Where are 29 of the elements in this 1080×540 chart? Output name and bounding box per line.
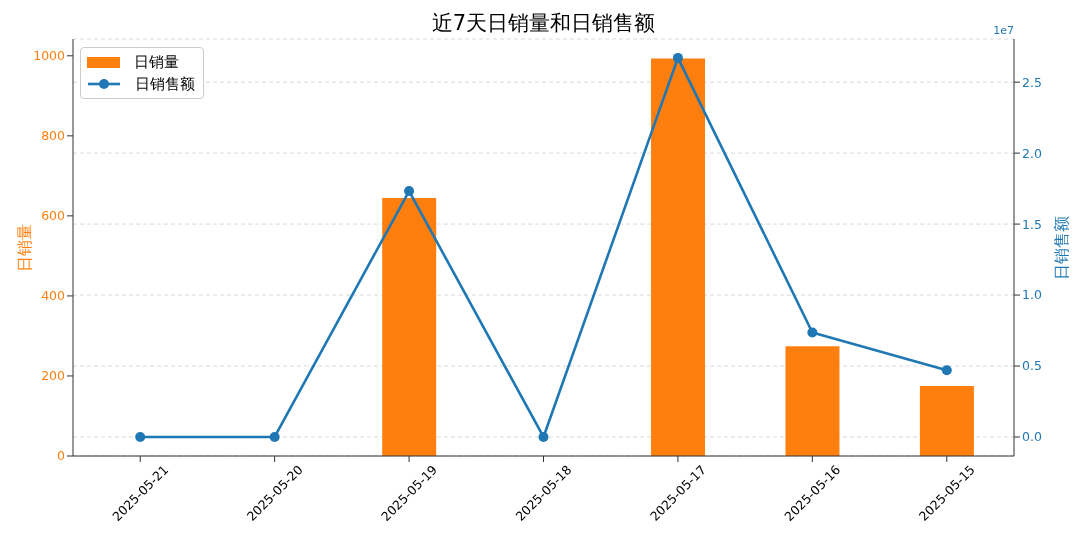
point <box>269 431 280 442</box>
text: 1e7 <box>993 24 1014 37</box>
legend-label: 日销售额 <box>135 74 195 95</box>
y2-tick-label: 0.5 <box>1022 358 1042 374</box>
bar <box>382 197 437 456</box>
y-tick-label: 400 <box>41 288 66 304</box>
bar <box>785 346 840 456</box>
y-tick-label: 600 <box>41 208 66 224</box>
bar <box>919 385 974 456</box>
chart-title: 近7天日销量和日销售额 <box>431 11 656 35</box>
y2-tick-label: 2.5 <box>1022 74 1042 90</box>
point <box>538 431 549 442</box>
y-tick-label: 200 <box>41 368 66 384</box>
point <box>941 365 952 376</box>
y-tick-label: 1000 <box>33 48 66 64</box>
y2-tick-label: 1.0 <box>1022 287 1042 303</box>
y-tick-label: 800 <box>41 128 66 144</box>
bar <box>651 58 706 456</box>
y-tick-label: 0 <box>57 448 66 464</box>
point <box>404 186 415 197</box>
y2-tick-label: 0.0 <box>1022 429 1042 445</box>
point <box>672 52 683 63</box>
point <box>807 327 818 338</box>
legend-label: 日销量 <box>134 52 179 73</box>
y2-tick-label: 1.5 <box>1022 216 1042 232</box>
y2-tick-label: 2.0 <box>1022 145 1042 161</box>
point <box>135 431 146 442</box>
y-axis-title: 日销量 <box>14 223 34 272</box>
y2-axis-title: 日销售额 <box>1051 215 1071 280</box>
